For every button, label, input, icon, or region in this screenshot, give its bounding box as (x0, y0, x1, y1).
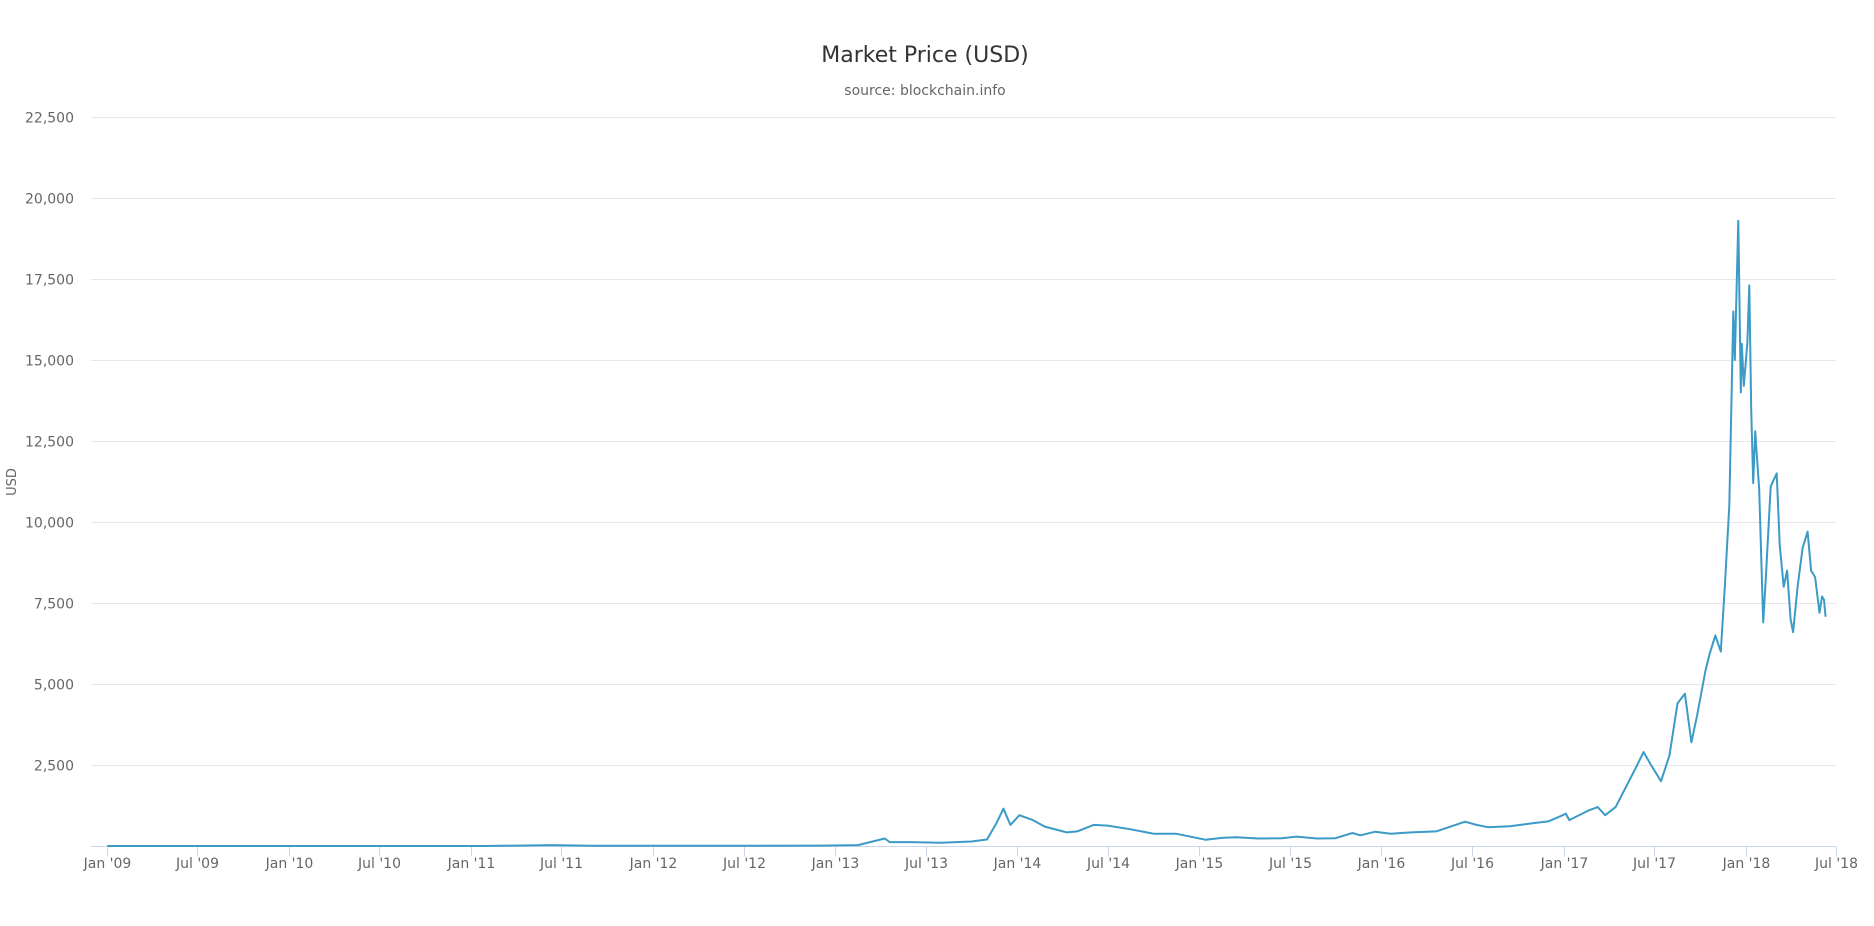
x-tick-label: Jan '17 (1540, 856, 1589, 872)
x-tick-label: Jul '17 (1632, 856, 1676, 872)
y-tick-label: 2,500 (34, 759, 74, 775)
y-tick-label: 20,000 (25, 192, 74, 208)
y-tick-label: 17,500 (25, 273, 74, 289)
y-tick-label: 22,500 (25, 111, 74, 127)
x-tick-label: Jul '10 (357, 856, 401, 872)
x-tick-label: Jan '12 (629, 856, 678, 872)
x-tick-label: Jan '18 (1722, 856, 1771, 872)
y-tick-label: 10,000 (25, 516, 74, 532)
grid-layer (91, 117, 1836, 766)
x-tick-label: Jan '13 (811, 856, 860, 872)
chart-title: Market Price (USD) (821, 43, 1028, 68)
x-tick-label: Jul '15 (1268, 856, 1312, 872)
y-axis: 2,500 5,000 7,500 10,000 12,500 15,000 17,500 2… (25, 111, 74, 775)
x-tick-label: Jul '12 (722, 856, 766, 872)
x-tick-label: Jul '13 (904, 856, 948, 872)
x-tick-label: Jan '10 (265, 856, 314, 872)
x-tick-label: Jan '16 (1357, 856, 1406, 872)
y-tick-label: 5,000 (34, 678, 74, 694)
x-tick-label: Jan '09 (83, 856, 132, 872)
x-tick-label: Jan '15 (1175, 856, 1224, 872)
y-axis-title: USD (5, 468, 20, 496)
x-tick-label: Jul '14 (1086, 856, 1130, 872)
x-tick-label: Jul '16 (1450, 856, 1494, 872)
x-tick-label: Jan '11 (447, 856, 496, 872)
series-line (107, 219, 1827, 847)
x-tick-label: Jul '09 (175, 856, 219, 872)
chart-subtitle: source: blockchain.info (844, 83, 1005, 99)
x-tick-label: Jul '18 (1814, 856, 1858, 872)
y-tick-label: 7,500 (34, 597, 74, 613)
y-tick-label: 12,500 (25, 435, 74, 451)
x-axis: Jan '09 Jul '09 Jan '10 Jul '10 Jan '11 Jul '… (83, 846, 1858, 872)
series-layer (107, 219, 1827, 847)
x-tick-label: Jan '14 (993, 856, 1042, 872)
y-tick-label: 15,000 (25, 354, 74, 370)
x-tick-label: Jul '11 (539, 856, 583, 872)
